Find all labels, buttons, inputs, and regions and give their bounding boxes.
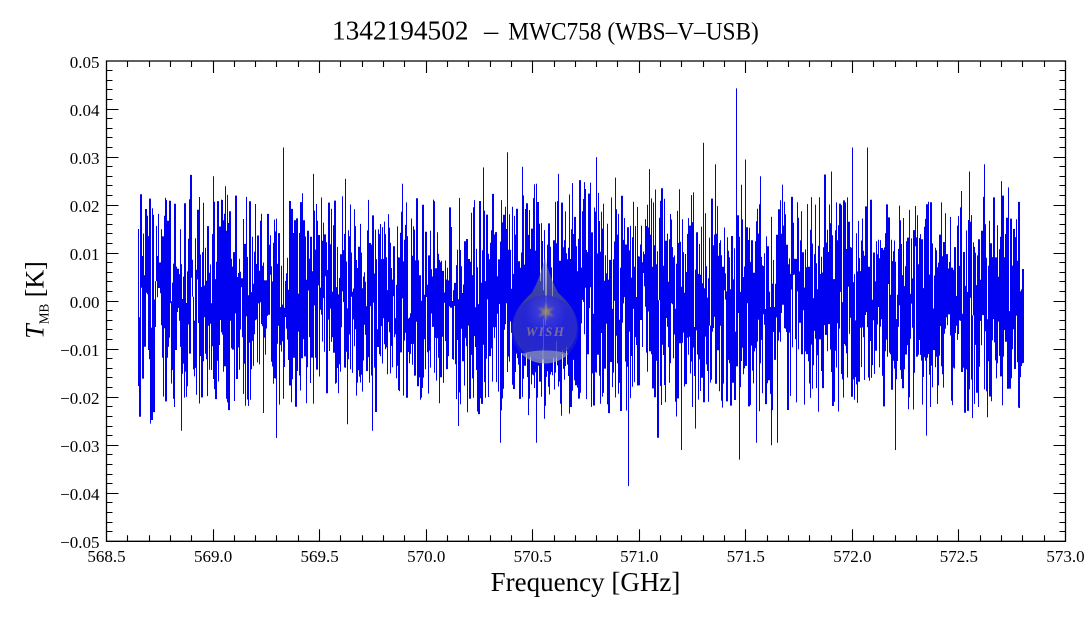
svg-text:572.0: 572.0 <box>833 547 871 566</box>
svg-text:570.0: 570.0 <box>407 547 445 566</box>
svg-text:0.04: 0.04 <box>70 101 100 120</box>
svg-text:0.05: 0.05 <box>70 53 100 72</box>
svg-text:569.0: 569.0 <box>194 547 232 566</box>
svg-text:568.5: 568.5 <box>87 547 125 566</box>
svg-text:571.5: 571.5 <box>727 547 765 566</box>
svg-text:MWC758 (WBS–V–USB): MWC758 (WBS–V–USB) <box>508 19 759 46</box>
svg-text:−0.02: −0.02 <box>60 389 99 408</box>
svg-text:572.5: 572.5 <box>940 547 978 566</box>
svg-text:573.0: 573.0 <box>1046 547 1084 566</box>
svg-text:570.5: 570.5 <box>514 547 552 566</box>
svg-text:569.5: 569.5 <box>300 547 338 566</box>
svg-text:1342194502: 1342194502 <box>332 16 469 46</box>
svg-text:TMB [K]: TMB [K] <box>21 261 52 338</box>
svg-text:0.00: 0.00 <box>70 293 100 312</box>
svg-text:0.01: 0.01 <box>70 245 100 264</box>
svg-text:571.0: 571.0 <box>620 547 658 566</box>
svg-text:Frequency [GHz]: Frequency [GHz] <box>491 567 681 597</box>
svg-text:0.03: 0.03 <box>70 149 100 168</box>
svg-text:WISH: WISH <box>526 324 566 339</box>
svg-text:–: – <box>483 17 499 46</box>
svg-text:−0.05: −0.05 <box>60 533 99 552</box>
svg-text:−0.01: −0.01 <box>60 341 99 360</box>
svg-text:0.02: 0.02 <box>70 197 100 216</box>
svg-text:−0.04: −0.04 <box>60 485 100 504</box>
svg-text:−0.03: −0.03 <box>60 437 99 456</box>
